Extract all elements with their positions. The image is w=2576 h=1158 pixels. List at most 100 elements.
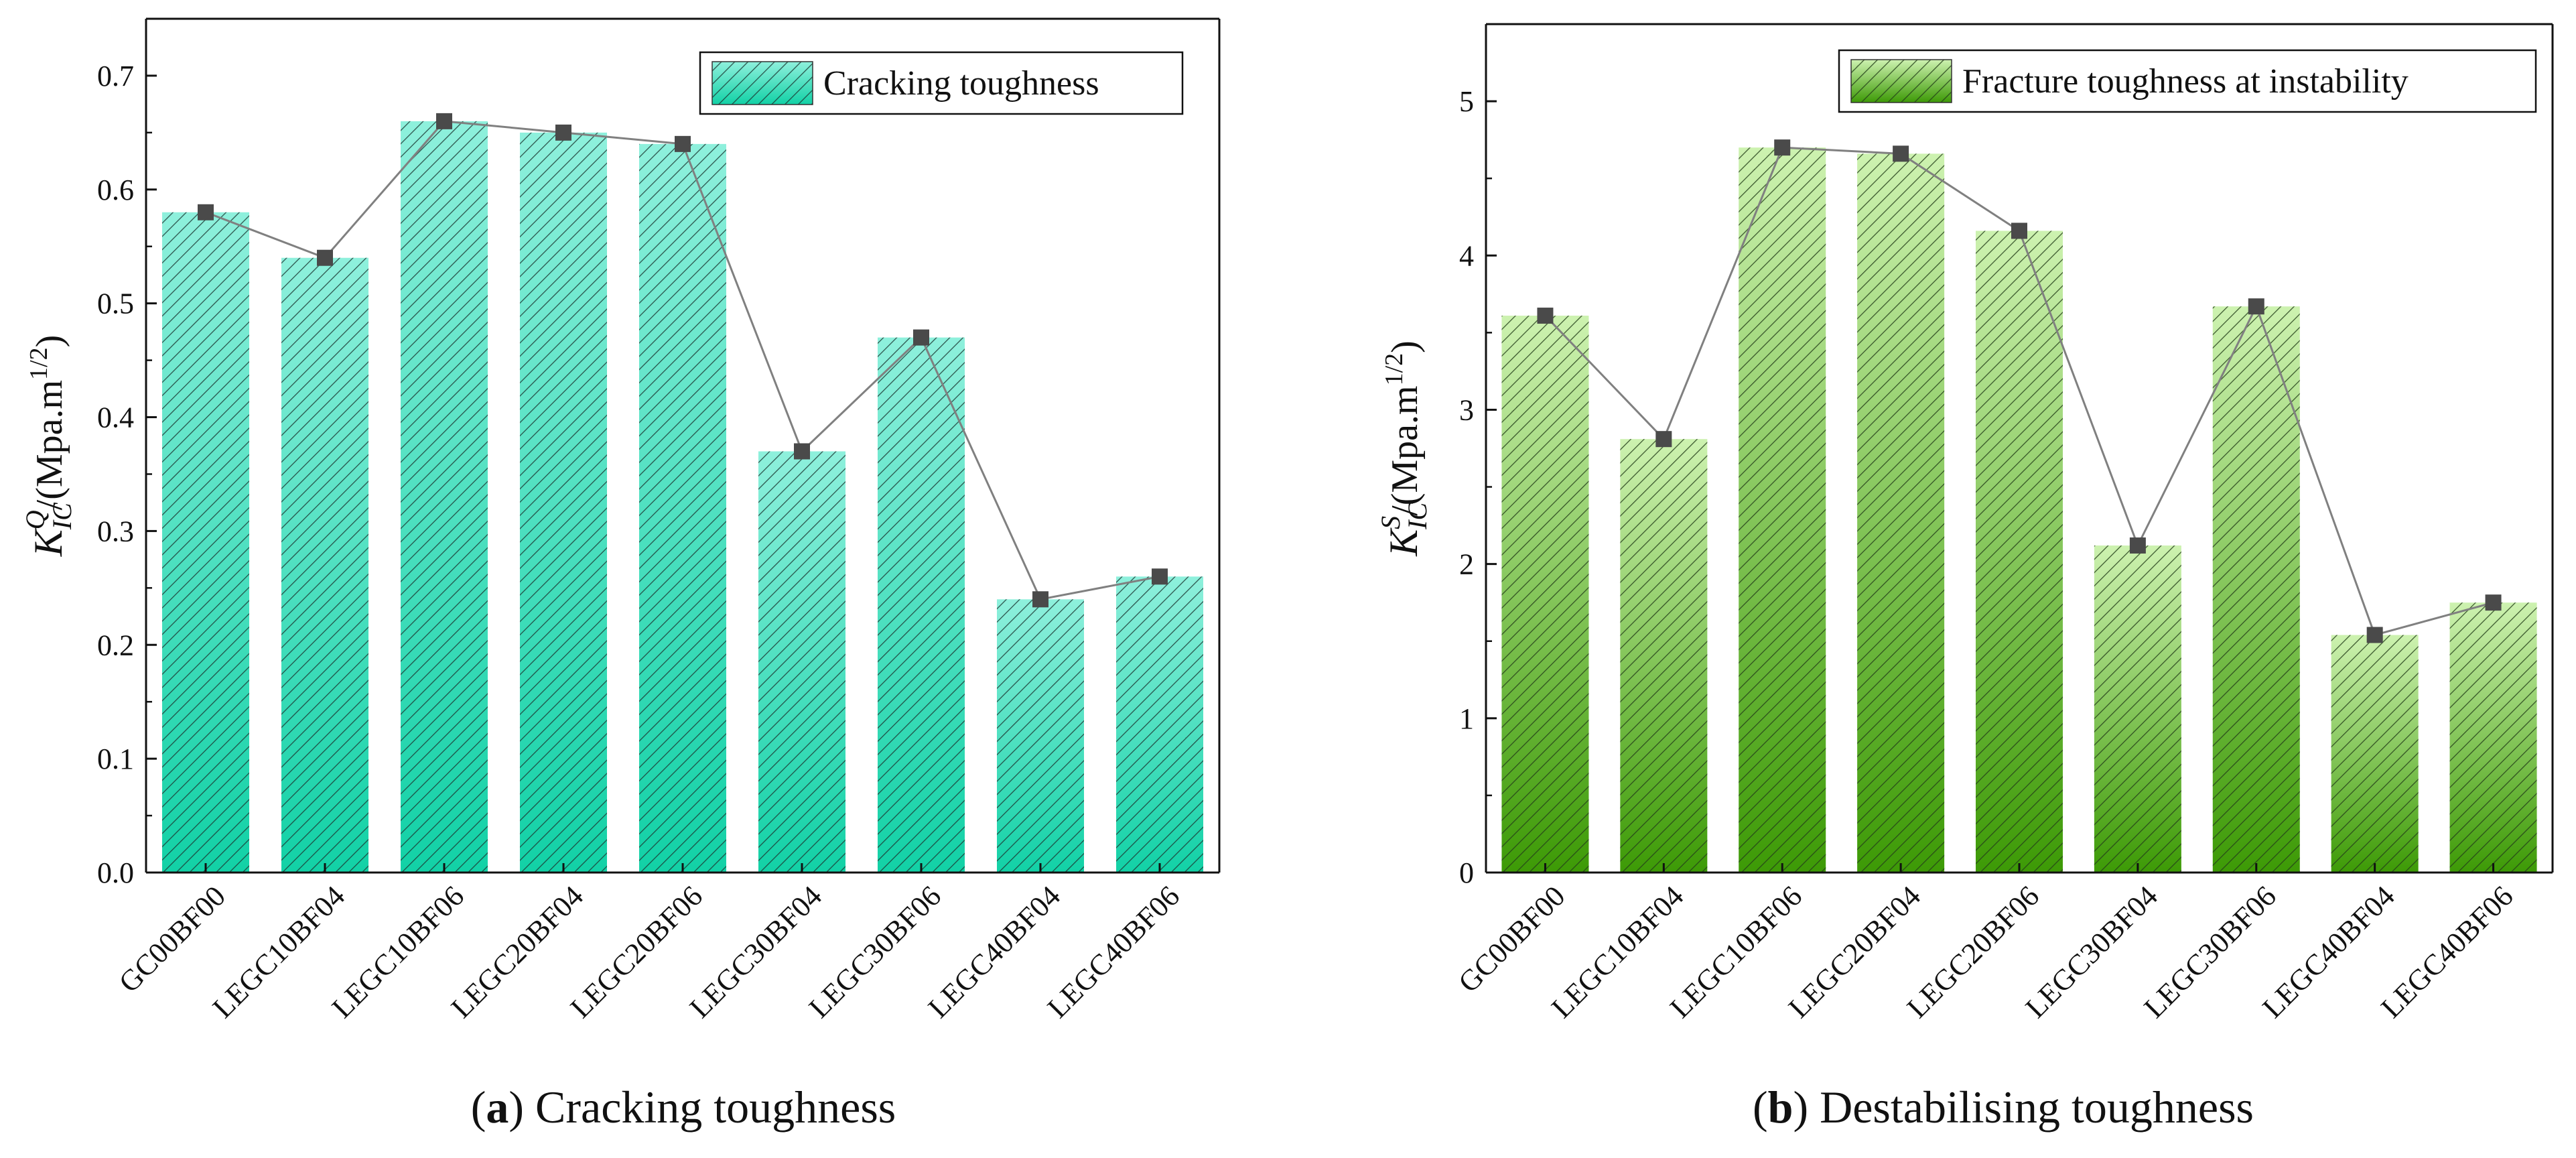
y-axis-subscript: IC — [1402, 501, 1432, 529]
bar — [1620, 439, 1708, 873]
x-tick-label: GC00BF00 — [113, 879, 232, 999]
bar — [281, 257, 368, 873]
bar-hatch — [2094, 545, 2181, 873]
legend-label: Cracking toughness — [823, 64, 1099, 103]
bar — [1857, 153, 1945, 873]
bar-hatch — [162, 212, 249, 873]
bar — [639, 143, 726, 873]
y-axis-symbol: K — [26, 527, 70, 557]
y-axis-unit: /(Mpa.m — [29, 380, 70, 510]
y-tick-label: 0.4 — [97, 401, 134, 434]
data-point — [2011, 222, 2027, 239]
bar-hatch — [1620, 439, 1708, 873]
y-tick-label: 0.6 — [97, 174, 134, 206]
bar — [2094, 545, 2181, 873]
data-point — [1152, 568, 1168, 585]
y-tick-label: 0.1 — [97, 743, 134, 775]
caption-panel-label: b — [1768, 1082, 1793, 1133]
bar — [2212, 306, 2300, 873]
y-axis-title: KICQ/(Mpa.m1/2) — [20, 335, 77, 558]
caption-paren-open: ( — [1753, 1082, 1768, 1133]
caption-paren-close: ) — [1793, 1082, 1820, 1133]
caption-paren-close: ) — [509, 1082, 535, 1133]
legend-box — [1838, 49, 2537, 113]
y-axis-unit: /(Mpa.m — [1384, 385, 1426, 515]
data-point — [1032, 591, 1048, 608]
bar — [2331, 635, 2419, 873]
bar-hatch — [2212, 306, 2300, 873]
data-point — [1774, 139, 1791, 156]
bar-hatch — [1501, 316, 1589, 873]
bar — [758, 451, 845, 873]
bar — [1976, 231, 2063, 873]
bar — [2449, 602, 2537, 873]
bar-hatch — [520, 132, 607, 873]
y-axis-title: KICS/(Mpa.m1/2) — [1375, 340, 1432, 557]
y-tick-label: 0.5 — [97, 287, 134, 320]
y-tick-label: 3 — [1459, 393, 1474, 426]
panel-caption: (a) Cracking toughness — [471, 1082, 896, 1133]
bar-hatch — [997, 599, 1084, 873]
data-point — [555, 124, 571, 141]
bar — [401, 121, 488, 873]
bar-hatch — [401, 121, 488, 873]
data-point — [913, 329, 929, 346]
data-point — [794, 443, 810, 460]
y-tick-label: 0 — [1459, 856, 1474, 889]
y-axis-unit-close: ) — [29, 335, 70, 348]
data-point — [198, 204, 214, 220]
bar-hatch — [1739, 147, 1826, 873]
y-tick-label: 0.0 — [97, 856, 134, 889]
y-axis-unit-exponent: 1/2 — [1380, 353, 1408, 386]
bar — [997, 599, 1084, 873]
y-tick-label: 5 — [1459, 85, 1474, 118]
data-point — [675, 135, 691, 152]
bar — [1116, 576, 1203, 873]
bar-hatch — [1976, 231, 2063, 873]
y-tick-label: 0.7 — [97, 60, 134, 92]
y-tick-label: 0.3 — [97, 515, 134, 548]
legend: Fracture toughness at instability — [1838, 49, 2537, 113]
data-point — [1537, 308, 1554, 324]
data-point — [2485, 594, 2502, 611]
bar — [162, 212, 249, 873]
data-point — [2129, 537, 2146, 554]
y-axis-unit-close: ) — [1384, 340, 1426, 353]
bar — [1501, 316, 1589, 873]
bar-hatch — [281, 257, 368, 873]
panel-b-destabilising-toughness: 012345GC00BF00LEGC10BF04LEGC10BF06LEGC20… — [1375, 23, 2554, 1133]
y-axis-subscript: IC — [47, 502, 77, 530]
y-axis-symbol: K — [1381, 527, 1426, 557]
bar-hatch — [878, 337, 965, 873]
caption-panel-label: a — [486, 1082, 509, 1133]
panel-a-cracking-toughness: 0.00.10.20.30.40.50.60.7GC00BF00LEGC10BF… — [20, 17, 1221, 1133]
panel-caption: (b) Destabilising toughness — [1753, 1082, 2254, 1133]
bars-group — [162, 121, 1203, 873]
overlay-line-group — [198, 113, 1168, 608]
y-axis-unit-exponent: 1/2 — [25, 347, 53, 380]
data-point — [436, 113, 452, 129]
bar-hatch — [1116, 576, 1203, 873]
caption-paren-open: ( — [471, 1082, 486, 1133]
x-tick-label: GC00BF00 — [1452, 879, 1571, 999]
y-tick-label: 1 — [1459, 702, 1474, 735]
bar-hatch — [2331, 635, 2419, 873]
bar — [878, 337, 965, 873]
bars-group — [1501, 147, 2537, 873]
legend-swatch-hatch — [1850, 59, 1952, 103]
bar-hatch — [2449, 602, 2537, 873]
bar — [1739, 147, 1826, 873]
overlay-line-group — [1537, 139, 2502, 643]
legend: Cracking toughness — [699, 51, 1184, 115]
legend-label: Fracture toughness at instability — [1962, 62, 2409, 101]
data-point — [2248, 298, 2264, 315]
bar-hatch — [639, 143, 726, 873]
legend-swatch-hatch — [711, 61, 813, 105]
y-axis-superscript: Q — [20, 510, 50, 529]
y-tick-label: 2 — [1459, 548, 1474, 581]
bar — [520, 132, 607, 873]
data-point — [317, 249, 333, 266]
caption-text: Cracking toughness — [535, 1082, 896, 1133]
y-axis-superscript: S — [1375, 516, 1406, 529]
